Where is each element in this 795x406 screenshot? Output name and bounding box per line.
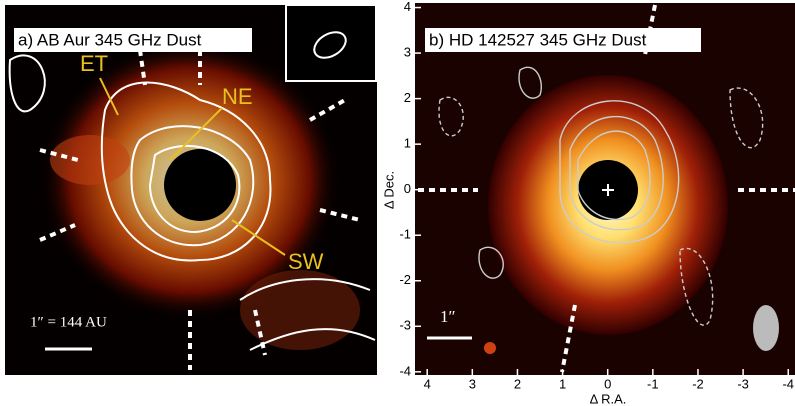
x-tick-label: -2 [692,376,704,391]
panel-b: b) HD 142527 345 GHz Dust 1″ Δ R.A. Δ De… [381,3,795,406]
panel-a: a) AB Aur 345 GHz Dust ET NE SW 1″ = 144… [5,5,377,375]
label: ET [80,51,108,76]
figure: a) AB Aur 345 GHz Dust ET NE SW 1″ = 144… [0,0,795,406]
y-tick-label: 1 [404,136,411,151]
x-tick-label: 4 [424,376,431,391]
x-tick-label: 2 [514,376,521,391]
y-axis-label: Δ Dec. [381,171,396,209]
scale-label: 1″ = 144 AU [30,314,107,330]
y-tick-label: 2 [404,90,411,105]
x-tick-label: -1 [647,376,659,391]
star [484,342,496,354]
y-tick-label: 0 [404,181,411,196]
scale-label: 1″ [440,307,456,326]
panel-title: b) HD 142527 345 GHz Dust [429,30,647,49]
mask [164,149,236,221]
y-tick-label: -2 [399,272,411,287]
x-tick-label: 0 [604,376,611,391]
label: SW [288,249,324,274]
beam-inset [286,5,376,81]
beam [753,305,779,351]
label: NE [222,84,253,109]
y-tick-label: -1 [399,227,411,242]
x-axis-label: Δ R.A. [590,391,627,406]
y-tick-label: 4 [404,0,411,14]
panel-title: a) AB Aur 345 GHz Dust [18,30,202,49]
y-tick-label: -4 [399,363,411,378]
x-tick-label: -3 [737,376,749,391]
x-tick-label: 3 [469,376,476,391]
dust-glow [50,135,130,185]
y-tick-label: -3 [399,318,411,333]
x-tick-label: -4 [782,376,794,391]
x-tick-label: 1 [559,376,566,391]
y-tick-label: 3 [404,45,411,60]
